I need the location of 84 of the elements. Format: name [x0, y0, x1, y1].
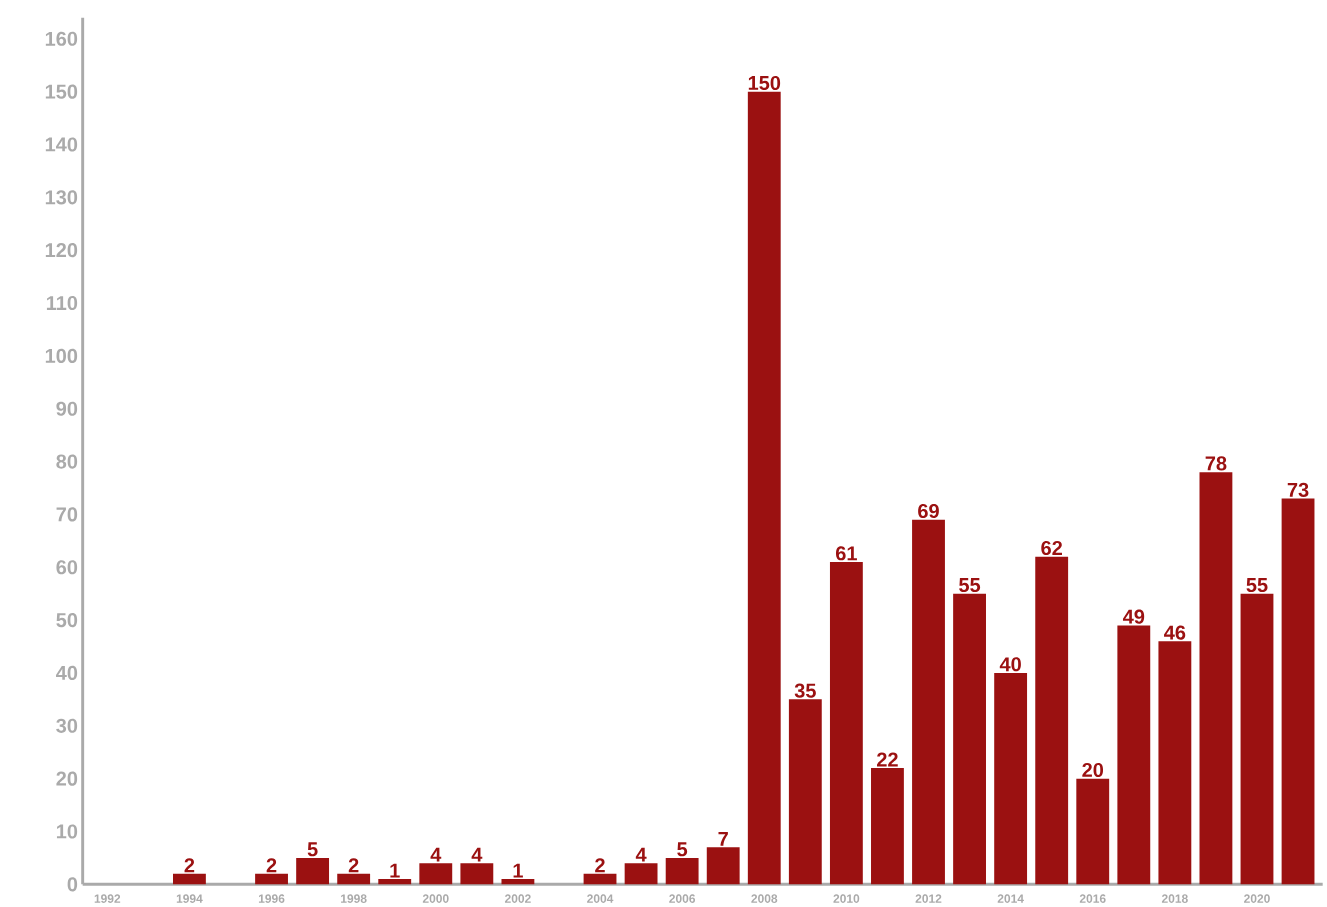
- data-label: 1: [390, 863, 400, 878]
- data-label: 1: [513, 863, 523, 878]
- data-label: 69: [918, 503, 939, 519]
- x-tick-label: 2014: [997, 894, 1024, 903]
- data-label: 22: [877, 752, 898, 767]
- x-tick-label: 1994: [176, 894, 203, 903]
- y-tick-label: 90: [56, 401, 78, 416]
- y-tick-label: 100: [45, 348, 78, 363]
- bar: [419, 863, 453, 885]
- data-label: 46: [1164, 625, 1186, 640]
- data-label: 2: [595, 858, 605, 873]
- data-label: 4: [430, 847, 442, 862]
- y-tick-label: 60: [56, 560, 78, 575]
- data-label: 49: [1122, 609, 1145, 624]
- y-tick-label: 30: [56, 718, 78, 733]
- y-tick-label: 110: [46, 295, 78, 311]
- bar: [1158, 641, 1192, 885]
- data-label: 61: [835, 546, 857, 561]
- data-label: 150: [748, 75, 781, 91]
- x-tick-label: 2006: [669, 894, 696, 903]
- x-tick-label: 2016: [1079, 894, 1106, 903]
- bar: [788, 699, 822, 885]
- data-label: 35: [794, 683, 816, 698]
- x-tick-label: 1992: [94, 894, 121, 903]
- data-label: 5: [307, 842, 318, 857]
- data-label: 2: [266, 858, 277, 873]
- y-tick-label: 140: [45, 137, 78, 152]
- bar: [378, 879, 412, 885]
- bar: [953, 593, 986, 885]
- y-tick-label: 150: [45, 84, 78, 99]
- bar: [747, 91, 781, 885]
- y-tick-label: 160: [45, 31, 78, 46]
- bar: [337, 873, 371, 885]
- bar: [173, 873, 206, 885]
- data-label: 55: [1246, 578, 1268, 593]
- data-label: 4: [635, 847, 647, 862]
- bar: [1199, 472, 1233, 885]
- y-tick-label: 70: [56, 507, 78, 522]
- x-tick-label: 2004: [587, 894, 614, 903]
- data-label: 5: [677, 842, 688, 857]
- x-tick-label: 2020: [1244, 894, 1270, 903]
- bar: [1076, 778, 1110, 885]
- bar: [829, 561, 863, 885]
- x-tick-label: 2012: [915, 894, 942, 903]
- bar: [1117, 625, 1151, 885]
- bar: [501, 879, 535, 885]
- y-tick-label: 80: [56, 454, 78, 469]
- x-tick-label: 2018: [1161, 894, 1188, 903]
- bar: [665, 857, 699, 885]
- bar: [296, 857, 330, 885]
- bar: [624, 863, 658, 885]
- y-tick-label: 130: [45, 190, 78, 205]
- data-label: 4: [471, 847, 483, 862]
- y-tick-label: 20: [56, 771, 78, 786]
- data-label: 55: [959, 578, 981, 593]
- data-label: 2: [184, 858, 195, 873]
- bar: [1035, 556, 1069, 885]
- x-tick-label: 2000: [422, 894, 449, 903]
- data-label: 40: [999, 657, 1021, 672]
- x-tick-label: 2008: [751, 894, 778, 903]
- x-tick-label: 2002: [504, 894, 531, 903]
- data-label: 78: [1205, 456, 1227, 471]
- bar: [583, 873, 617, 885]
- bar: [912, 519, 945, 885]
- y-tick-label: 40: [56, 665, 78, 681]
- bar: [460, 863, 494, 885]
- data-label: 73: [1287, 482, 1309, 497]
- bar: [1281, 498, 1315, 885]
- x-tick-label: 1996: [258, 894, 285, 903]
- y-tick-label: 50: [56, 613, 78, 628]
- bar: [871, 768, 904, 885]
- bar: [994, 672, 1028, 885]
- y-tick-label: 10: [56, 824, 78, 839]
- x-tick-label: 1998: [341, 894, 367, 903]
- data-label: 62: [1041, 540, 1062, 556]
- y-tick-label: 0: [67, 877, 78, 892]
- bar: [255, 873, 288, 885]
- data-label: 2: [348, 858, 359, 873]
- bar: [706, 847, 740, 885]
- bar: [1240, 593, 1274, 885]
- x-tick-label: 2010: [833, 894, 860, 903]
- y-tick-label: 120: [45, 243, 78, 258]
- data-label: 20: [1082, 762, 1104, 778]
- data-label: 7: [718, 831, 728, 846]
